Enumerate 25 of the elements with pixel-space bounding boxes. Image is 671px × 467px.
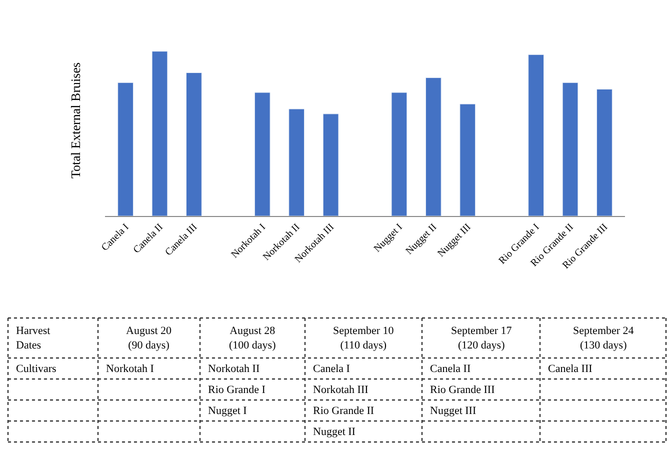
bar bbox=[288, 108, 305, 216]
text: Harvest Dates bbox=[16, 325, 50, 352]
text: Norkotah II Rio Grande I Nugget I bbox=[208, 363, 266, 417]
bar bbox=[425, 77, 442, 216]
bar bbox=[322, 114, 339, 216]
bar bbox=[254, 92, 270, 216]
y-axis-title: Total External Bruises bbox=[68, 62, 83, 179]
bar bbox=[186, 72, 202, 216]
bar bbox=[391, 92, 408, 216]
text: September 17 (120 days) bbox=[451, 325, 512, 352]
text: Cultivars bbox=[16, 363, 56, 375]
bar bbox=[596, 88, 612, 216]
text: Canela I Norkotah III Rio Grande II Nugget II bbox=[313, 363, 374, 438]
bar bbox=[118, 82, 134, 216]
bar bbox=[562, 82, 578, 216]
text: September 10 (110 days) bbox=[333, 325, 394, 352]
text: Canela II Rio Grande III Nugget III bbox=[430, 363, 496, 417]
text: September 24 (130 days) bbox=[573, 325, 634, 352]
bar bbox=[460, 104, 476, 216]
text: Canela III bbox=[548, 363, 593, 375]
text: Norkotah I bbox=[106, 363, 154, 375]
text: August 20 (90 days) bbox=[126, 325, 172, 352]
bar bbox=[152, 51, 168, 216]
text: August 28 (100 days) bbox=[229, 325, 276, 352]
bar bbox=[528, 54, 544, 216]
